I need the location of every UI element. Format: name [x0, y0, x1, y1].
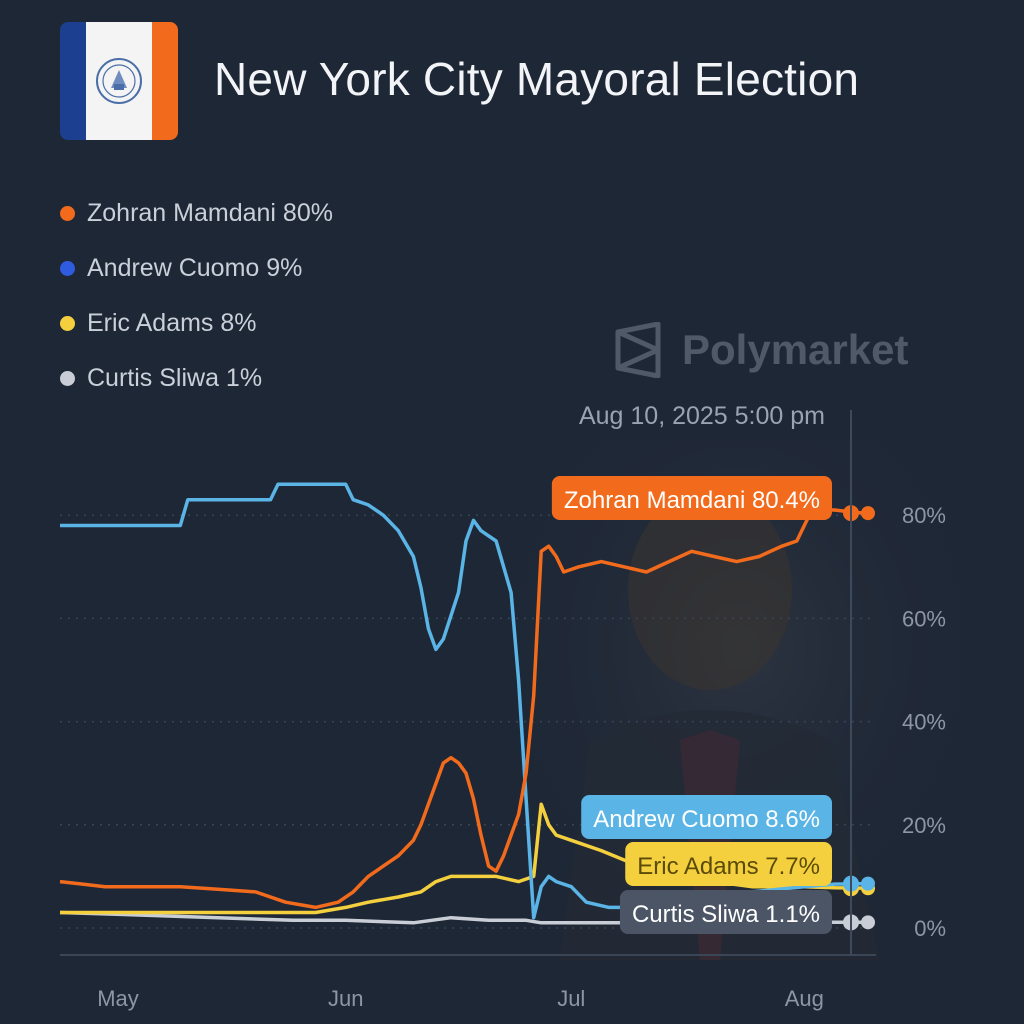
series-tag-box: [581, 795, 832, 839]
legend-dot: [60, 206, 75, 221]
series-line-zohran-mamdani: [59, 508, 873, 910]
page-title: New York City Mayoral Election: [214, 53, 860, 105]
series-tag-text: Zohran Mamdani 80.4%: [564, 487, 820, 514]
legend-label: Andrew Cuomo 9%: [87, 254, 303, 282]
series-tag-box: [619, 890, 832, 934]
series-tag-eric-adams: Eric Adams 7.7%: [625, 842, 832, 886]
legend-label: Curtis Sliwa 1%: [87, 364, 263, 392]
y-tick-label: 80%: [902, 503, 946, 528]
brand-name: Polymarket: [682, 326, 909, 373]
series-tag-text: Curtis Sliwa 1.1%: [632, 901, 820, 928]
legend-label: Eric Adams 8%: [87, 309, 257, 337]
legend-item-mamdani[interactable]: Zohran Mamdani 80%: [60, 186, 333, 241]
polymarket-logo-icon: [615, 322, 661, 378]
y-tick-label: 60%: [902, 606, 946, 631]
x-tick-label: May: [97, 986, 139, 1011]
y-tick-label: 40%: [902, 710, 946, 735]
x-tick-label: Jul: [557, 986, 585, 1011]
series-end-dot: [861, 876, 875, 891]
legend-dot: [60, 316, 75, 331]
legend-label: Zohran Mamdani 80%: [87, 199, 333, 227]
series-tag-curtis-sliwa: Curtis Sliwa 1.1%: [619, 890, 832, 934]
legend-item-cuomo[interactable]: Andrew Cuomo 9%: [60, 241, 333, 296]
series-tag-text: Andrew Cuomo 8.6%: [593, 806, 820, 833]
y-tick-label: 20%: [902, 813, 946, 838]
series-tag-text: Eric Adams 7.7%: [637, 853, 820, 880]
y-tick-label: 0%: [914, 916, 946, 941]
y-tick-labels: 0% 20% 40% 60% 80%: [902, 503, 946, 941]
series-tag-andrew-cuomo: Andrew Cuomo 8.6%: [581, 795, 832, 839]
nyc-seal-icon: [96, 58, 142, 104]
series-end-dot: [861, 915, 875, 930]
x-tick-label: Aug: [785, 986, 824, 1011]
legend-item-adams[interactable]: Eric Adams 8%: [60, 296, 333, 351]
series-tag-box: [625, 842, 832, 886]
x-tick-labels: May Jun Jul Aug: [97, 986, 824, 1011]
series-tags: Zohran Mamdani 80.4% Andrew Cuomo 8.6% Eri…: [551, 476, 832, 934]
polymarket-watermark: Polymarket: [614, 322, 908, 378]
series-tag-box: [551, 476, 832, 520]
legend-dot: [60, 371, 75, 386]
series-end-dot: [861, 506, 875, 521]
legend-dot: [60, 261, 75, 276]
hover-date-label: Aug 10, 2025 5:00 pm: [579, 402, 825, 430]
x-tick-label: Jun: [328, 986, 363, 1011]
series-tag-zohran-mamdani: Zohran Mamdani 80.4%: [551, 476, 832, 520]
legend-item-sliwa[interactable]: Curtis Sliwa 1%: [60, 351, 333, 406]
chart-legend: Zohran Mamdani 80% Andrew Cuomo 9% Eric …: [60, 186, 333, 406]
nyc-flag-logo: [60, 22, 178, 140]
